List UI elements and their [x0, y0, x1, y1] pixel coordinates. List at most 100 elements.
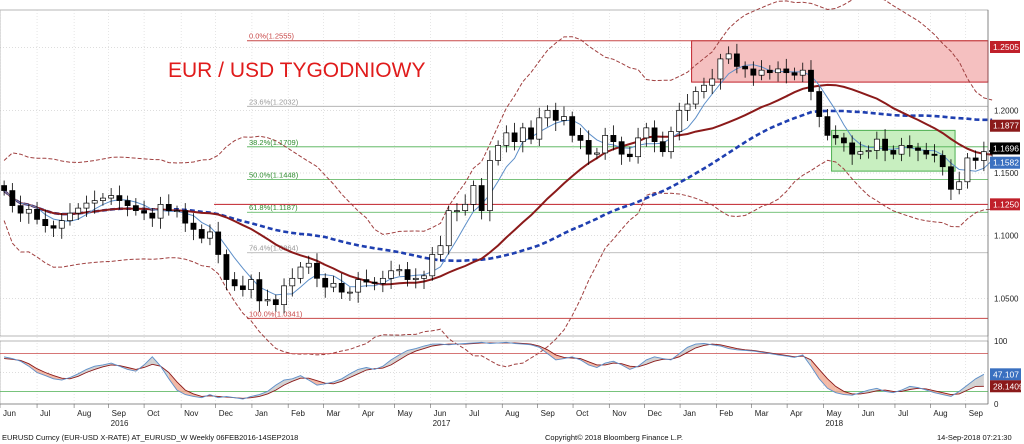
candle-down: [849, 142, 856, 155]
candle-up: [857, 151, 864, 155]
fib-label: 38.2%(1.1709): [249, 138, 299, 147]
candle-up: [692, 91, 699, 105]
year-label: 2016: [111, 419, 129, 428]
candle-down: [626, 153, 633, 158]
month-label: Sep: [541, 409, 556, 418]
candle-down: [371, 281, 378, 284]
month-label: Jul: [40, 409, 50, 418]
candle-up: [75, 207, 82, 214]
price-tag: [990, 142, 1020, 155]
candle-down: [190, 222, 197, 230]
candle-up: [396, 269, 403, 272]
osc-fill: [78, 369, 87, 377]
candle-up: [330, 282, 337, 288]
candle-down: [223, 254, 230, 280]
fib-label: 76.4%(1.0864): [249, 244, 299, 253]
month-label: Jul: [898, 409, 908, 418]
candle-down: [766, 69, 773, 74]
candle-up: [470, 185, 477, 205]
month-label: Aug: [505, 409, 519, 418]
month-label: Feb: [291, 409, 305, 418]
osc-fill: [646, 356, 655, 365]
month-label: Jan: [683, 409, 696, 418]
candle-down: [882, 138, 888, 151]
candle-down: [363, 279, 370, 283]
candle-up: [495, 145, 502, 161]
fib-label: 50.0%(1.1448): [249, 171, 299, 180]
candle-down: [659, 141, 666, 153]
osc-fill: [588, 361, 597, 368]
candle-down: [618, 141, 625, 155]
price-tag-label: 1.1696: [993, 143, 1019, 153]
month-label: Sep: [969, 409, 984, 418]
osc-fill: [168, 372, 178, 391]
candle-up: [799, 69, 806, 76]
candle-up: [684, 103, 691, 111]
osc-fill: [547, 349, 556, 360]
price-tick-label: 1.1000: [994, 232, 1019, 241]
candle-down: [338, 282, 345, 293]
month-label: Mar: [327, 409, 341, 418]
price-tag: [990, 40, 1020, 53]
bollinger-bands: [3, 0, 993, 368]
candle-up: [207, 231, 213, 239]
candle-up: [873, 138, 880, 151]
month-label: Aug: [77, 409, 91, 418]
osc-fill: [284, 378, 293, 386]
candle-up: [379, 277, 386, 284]
candle-down: [256, 279, 263, 302]
osc-tag: [990, 368, 1021, 381]
candle-up: [67, 212, 73, 221]
candle-down: [50, 225, 57, 229]
candle-up: [264, 299, 271, 302]
candle-up: [25, 209, 32, 214]
candle-down: [931, 153, 938, 156]
osc-tick-label: 0: [994, 400, 999, 409]
candle-up: [297, 266, 304, 279]
candle-up: [758, 69, 765, 76]
candle-down: [314, 262, 320, 279]
candle-up: [445, 210, 452, 247]
osc-fill: [275, 380, 285, 391]
osc-tick-label: 100: [994, 337, 1008, 346]
candle-down: [832, 135, 839, 139]
osc-fill: [679, 347, 688, 357]
osc-fill: [654, 356, 663, 362]
month-label: Nov: [612, 409, 626, 418]
osc-fill: [868, 388, 877, 393]
fib-label: 100.0%(1.0341): [249, 309, 303, 318]
month-label: Oct: [147, 409, 160, 418]
month-label: Dec: [219, 409, 233, 418]
candle-up: [980, 151, 987, 161]
bollinger-upper: [3, 0, 993, 235]
osc-fill: [37, 368, 46, 376]
osc-fill: [349, 369, 359, 378]
price-tag-label: 1.1877: [993, 121, 1019, 131]
candle-up: [635, 137, 641, 158]
candle-up: [347, 291, 353, 294]
candle-down: [322, 277, 329, 288]
month-label: Dec: [648, 409, 662, 418]
candle-down: [116, 195, 123, 201]
ma-slow-red: [3, 83, 993, 286]
candle-up: [544, 109, 551, 119]
candle-down: [1, 185, 8, 191]
month-label: Feb: [719, 409, 733, 418]
osc-fill: [810, 359, 820, 379]
candle-down: [733, 53, 740, 67]
candle-down: [9, 190, 16, 206]
osc-tag-label: 47.107: [993, 369, 1019, 379]
price-tag: [990, 119, 1020, 132]
candle-up: [281, 285, 287, 306]
candle-down: [34, 209, 40, 220]
candle-down: [124, 200, 131, 206]
candle-up: [503, 132, 510, 146]
candle-up: [91, 200, 98, 204]
price-tick-label: 1.0500: [994, 294, 1019, 303]
candle-down: [149, 212, 156, 219]
osc-fill: [975, 374, 984, 387]
osc-tag: [990, 380, 1021, 393]
candle-down: [890, 150, 897, 155]
